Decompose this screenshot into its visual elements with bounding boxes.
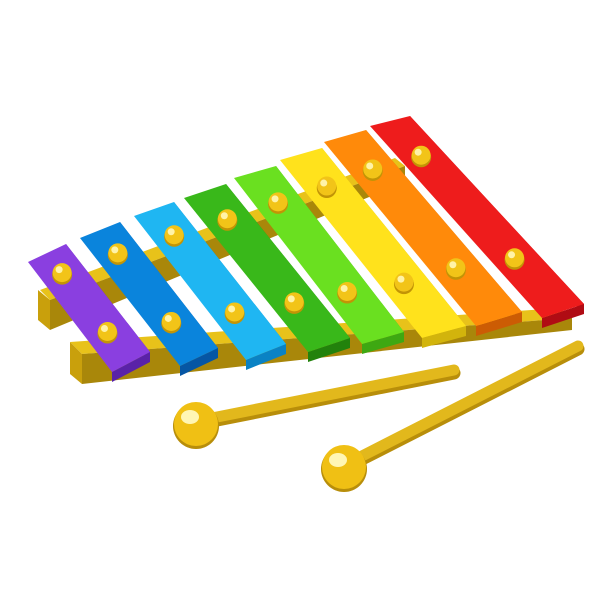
bar-side — [308, 338, 350, 362]
nail-highlight — [366, 162, 374, 170]
bar-side — [246, 344, 286, 370]
bar-light-blue — [134, 202, 286, 370]
mallet-upper — [173, 364, 461, 449]
bar-side — [112, 352, 150, 382]
nail-back — [217, 209, 238, 231]
frame-front-rail-end — [70, 342, 82, 384]
nail-head — [108, 243, 128, 263]
nail-head — [161, 311, 181, 331]
mallet-stick — [206, 364, 460, 424]
nail-highlight — [340, 285, 348, 293]
nail-front — [445, 258, 466, 280]
nail-highlight — [100, 324, 108, 332]
bar-purple — [28, 244, 150, 382]
frame-back-rail-end — [38, 290, 50, 330]
mallets — [173, 340, 585, 492]
nail-head — [317, 176, 337, 196]
nail-back — [316, 176, 337, 199]
mallet-head — [174, 402, 218, 446]
mallet-lower — [321, 340, 585, 492]
bar-red — [370, 116, 584, 328]
nail-head — [363, 159, 383, 179]
nail-back — [107, 243, 128, 265]
nail-head — [337, 282, 357, 302]
nail-head — [164, 225, 184, 245]
bar-blue — [80, 222, 218, 376]
nail-head — [411, 145, 431, 165]
nail-highlight — [287, 295, 295, 303]
nail-front — [504, 248, 525, 270]
nail-front — [161, 311, 182, 334]
nail-highlight — [320, 179, 328, 187]
nail-back — [52, 263, 73, 285]
nail-highlight — [397, 275, 405, 283]
nail-highlight — [271, 195, 279, 203]
nail-back — [268, 192, 289, 214]
nail-head — [225, 302, 245, 322]
mallet-stick — [356, 340, 584, 462]
nail-head — [97, 321, 117, 341]
nail-highlight — [164, 314, 172, 322]
bar-light-green — [234, 166, 404, 354]
nail-head — [394, 272, 414, 292]
nail-highlight — [167, 228, 175, 236]
nail-front — [284, 292, 305, 314]
nail-back — [362, 159, 383, 181]
bar-side — [180, 348, 218, 376]
mallet-head — [322, 445, 366, 489]
bar-side — [422, 326, 466, 348]
nail-front — [224, 302, 245, 324]
bar-yellow — [280, 148, 466, 348]
bar-side — [362, 332, 404, 354]
bar-orange — [324, 130, 522, 336]
bar-green — [184, 184, 350, 362]
nail-highlight — [508, 251, 516, 259]
nail-highlight — [220, 212, 228, 220]
mallet-head-highlight — [329, 453, 347, 467]
nail-head — [52, 263, 72, 283]
nail-front — [393, 272, 414, 295]
bar-side — [476, 312, 522, 336]
nail-front — [97, 321, 118, 344]
nail-highlight — [228, 305, 236, 313]
nail-head — [284, 292, 304, 312]
nail-back — [164, 225, 185, 247]
nail-highlight — [111, 246, 119, 254]
nail-highlight — [55, 266, 63, 274]
xylophone-bars — [28, 116, 584, 382]
nail-head — [217, 209, 237, 229]
nail-head — [268, 192, 288, 212]
nail-highlight — [449, 261, 457, 269]
nail-head — [505, 248, 525, 268]
nail-highlight — [414, 148, 422, 156]
mallet-head-highlight — [181, 410, 199, 424]
nail-back — [411, 145, 432, 168]
nail-front — [337, 282, 358, 304]
bar-side — [542, 304, 584, 328]
nail-head — [446, 258, 466, 278]
